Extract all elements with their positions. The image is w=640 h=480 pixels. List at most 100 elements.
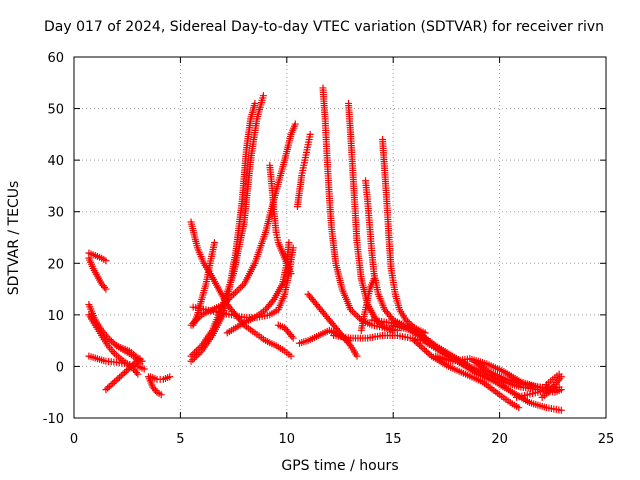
series-arc-09: [147, 373, 174, 383]
series-arc-26: [357, 275, 378, 334]
data-point: [121, 369, 129, 377]
data-point: [189, 350, 197, 358]
x-tick-label: 25: [598, 432, 615, 447]
series-arc-17: [266, 161, 295, 278]
data-point: [237, 283, 245, 291]
y-tick-label: 50: [47, 103, 64, 118]
series-arc-35: [542, 370, 563, 388]
data-point: [140, 365, 148, 373]
x-tick-label: 0: [70, 432, 78, 447]
data-point: [350, 309, 358, 317]
data-point: [129, 361, 137, 369]
data-point: [405, 319, 413, 327]
data-point: [126, 364, 134, 372]
x-tick-label: 5: [176, 432, 184, 447]
series-arc-21: [304, 290, 361, 360]
grid-layer: [74, 57, 606, 418]
series-arc-22: [319, 84, 401, 334]
data-point: [157, 391, 165, 399]
data-point: [124, 366, 132, 374]
data-point: [109, 379, 117, 387]
data-point: [101, 283, 109, 291]
y-tick-label: 60: [47, 51, 64, 66]
data-point: [287, 270, 295, 278]
series-arc-11: [187, 99, 259, 365]
data-point: [287, 352, 295, 360]
y-tick-label: 40: [47, 154, 64, 169]
y-tick-label: 30: [47, 206, 64, 221]
y-tick-label: 0: [56, 360, 64, 375]
y-tick-label: 20: [47, 257, 64, 272]
data-point: [134, 370, 142, 378]
series-arc-01: [85, 249, 110, 265]
data-point: [102, 285, 110, 293]
series-arc-02: [85, 254, 110, 293]
plot-frame: [73, 56, 607, 419]
data-point: [269, 297, 277, 305]
data-point: [138, 357, 146, 365]
data-point: [419, 344, 427, 352]
y-tick-label: -10: [43, 412, 64, 427]
data-point: [291, 120, 299, 128]
data-point: [417, 343, 425, 351]
data-point: [111, 340, 119, 348]
data-point: [422, 347, 430, 355]
series-arc-34: [538, 373, 565, 401]
chart-title: Day 017 of 2024, Sidereal Day-to-day VTE…: [44, 19, 604, 35]
x-tick-label: 20: [491, 432, 508, 447]
axis-layer: [73, 56, 607, 419]
data-point: [102, 386, 110, 394]
data-point: [410, 337, 418, 345]
data-point: [132, 368, 140, 376]
series-arc-19: [293, 130, 314, 211]
data-point: [414, 340, 422, 348]
data-point: [370, 275, 378, 283]
series-arc-25: [379, 136, 429, 337]
data-point: [109, 339, 117, 347]
series-arc-18: [274, 321, 297, 342]
y-tick-label: 10: [47, 309, 64, 324]
data-point: [259, 92, 267, 100]
data-point: [122, 367, 130, 375]
data-point: [110, 378, 118, 386]
data-point: [194, 345, 202, 353]
data-point: [117, 372, 125, 380]
data-point: [379, 322, 387, 330]
x-tick-label: 15: [385, 432, 402, 447]
data-point: [127, 362, 135, 370]
data-point: [421, 346, 429, 354]
data-point: [515, 404, 523, 412]
data-point: [187, 352, 195, 360]
series-arc-33: [513, 383, 563, 401]
data-point: [131, 359, 139, 367]
data-point: [231, 289, 239, 297]
data-point: [352, 311, 360, 319]
data-point: [166, 373, 174, 381]
data-point: [102, 257, 110, 265]
data-point: [306, 130, 314, 138]
y-axis-label: SDTVAR / TECUs: [6, 181, 22, 296]
series-arc-29: [389, 321, 565, 414]
data-point: [114, 375, 122, 383]
data-point: [555, 383, 563, 391]
series-arc-30: [410, 337, 523, 412]
data-point: [285, 239, 293, 247]
data-point: [251, 99, 259, 107]
data-point: [116, 373, 124, 381]
data-point: [555, 370, 563, 378]
data-point: [107, 381, 115, 389]
data-layer: [85, 84, 565, 414]
data-point: [353, 352, 361, 360]
x-tick-label: 10: [279, 432, 296, 447]
x-axis-label: GPS time / hours: [281, 458, 398, 474]
data-point: [557, 406, 565, 414]
data-point: [191, 349, 199, 357]
data-point: [402, 316, 410, 324]
data-point: [289, 334, 297, 342]
data-point: [192, 347, 200, 355]
series-arc-12: [187, 92, 267, 360]
data-point: [210, 239, 218, 247]
data-point: [426, 351, 434, 359]
